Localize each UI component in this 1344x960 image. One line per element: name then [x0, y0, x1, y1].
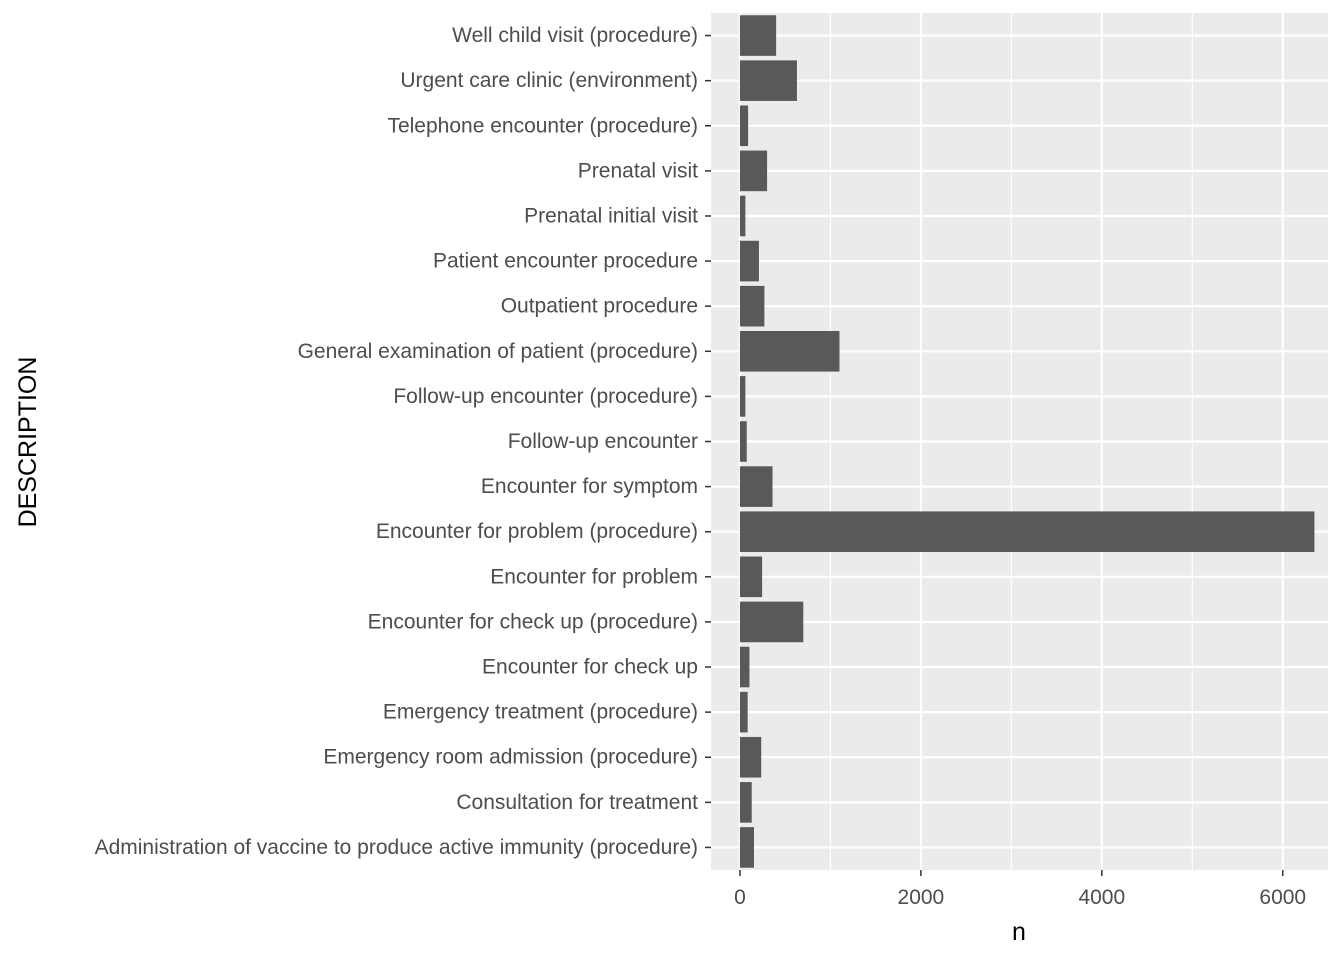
bar	[739, 556, 763, 598]
y-tick-label: Well child visit (procedure)	[452, 24, 698, 47]
y-axis-ticks: Well child visit (procedure) Urgent care …	[95, 24, 711, 859]
y-tick-label: Prenatal visit	[578, 159, 698, 182]
bar	[739, 646, 750, 688]
x-tick-label: 0	[734, 886, 746, 909]
bar	[739, 376, 746, 417]
y-tick-label: Patient encounter procedure	[433, 250, 698, 273]
bar	[739, 601, 804, 643]
y-axis-title: DESCRIPTION	[14, 357, 42, 528]
y-tick-label: Administration of vaccine to produce act…	[95, 836, 698, 859]
bar	[739, 195, 746, 237]
bar	[739, 511, 1315, 553]
y-tick-label: Encounter for problem (procedure)	[376, 520, 698, 543]
y-tick-label: Outpatient procedure	[501, 295, 698, 318]
bar	[739, 240, 759, 282]
x-axis-ticks: 0 2000 4000 6000	[734, 870, 1306, 909]
bar	[739, 285, 765, 327]
bar	[739, 466, 773, 507]
bar	[739, 736, 762, 778]
x-tick-label: 2000	[898, 886, 945, 909]
x-tick-label: 4000	[1078, 886, 1125, 909]
bar	[739, 150, 768, 192]
y-tick-label: Follow-up encounter (procedure)	[393, 385, 698, 408]
bar	[739, 105, 749, 147]
y-tick-label: Encounter for problem	[490, 565, 698, 588]
y-tick-label: Encounter for check up (procedure)	[368, 610, 698, 633]
y-tick-label: Emergency room admission (procedure)	[323, 746, 698, 769]
bar	[739, 691, 748, 733]
y-tick-label: Prenatal initial visit	[524, 204, 698, 227]
y-tick-label: General examination of patient (procedur…	[298, 340, 698, 363]
bar	[739, 15, 777, 56]
y-tick-label: Urgent care clinic (environment)	[400, 69, 698, 92]
x-axis-title: n	[1012, 918, 1026, 946]
y-tick-label: Encounter for symptom	[481, 475, 698, 498]
y-tick-label: Consultation for treatment	[456, 791, 698, 814]
x-tick-label: 6000	[1259, 886, 1306, 909]
grid-lines	[711, 13, 1328, 870]
bars	[739, 15, 1315, 868]
bar	[739, 421, 747, 462]
bar	[739, 827, 754, 868]
y-tick-label: Telephone encounter (procedure)	[387, 114, 698, 137]
y-tick-label: Follow-up encounter	[508, 430, 698, 453]
bar	[739, 330, 840, 372]
y-tick-label: Emergency treatment (procedure)	[383, 701, 698, 724]
y-tick-label: Encounter for check up	[482, 656, 698, 679]
bar	[739, 60, 797, 101]
bar	[739, 782, 752, 823]
